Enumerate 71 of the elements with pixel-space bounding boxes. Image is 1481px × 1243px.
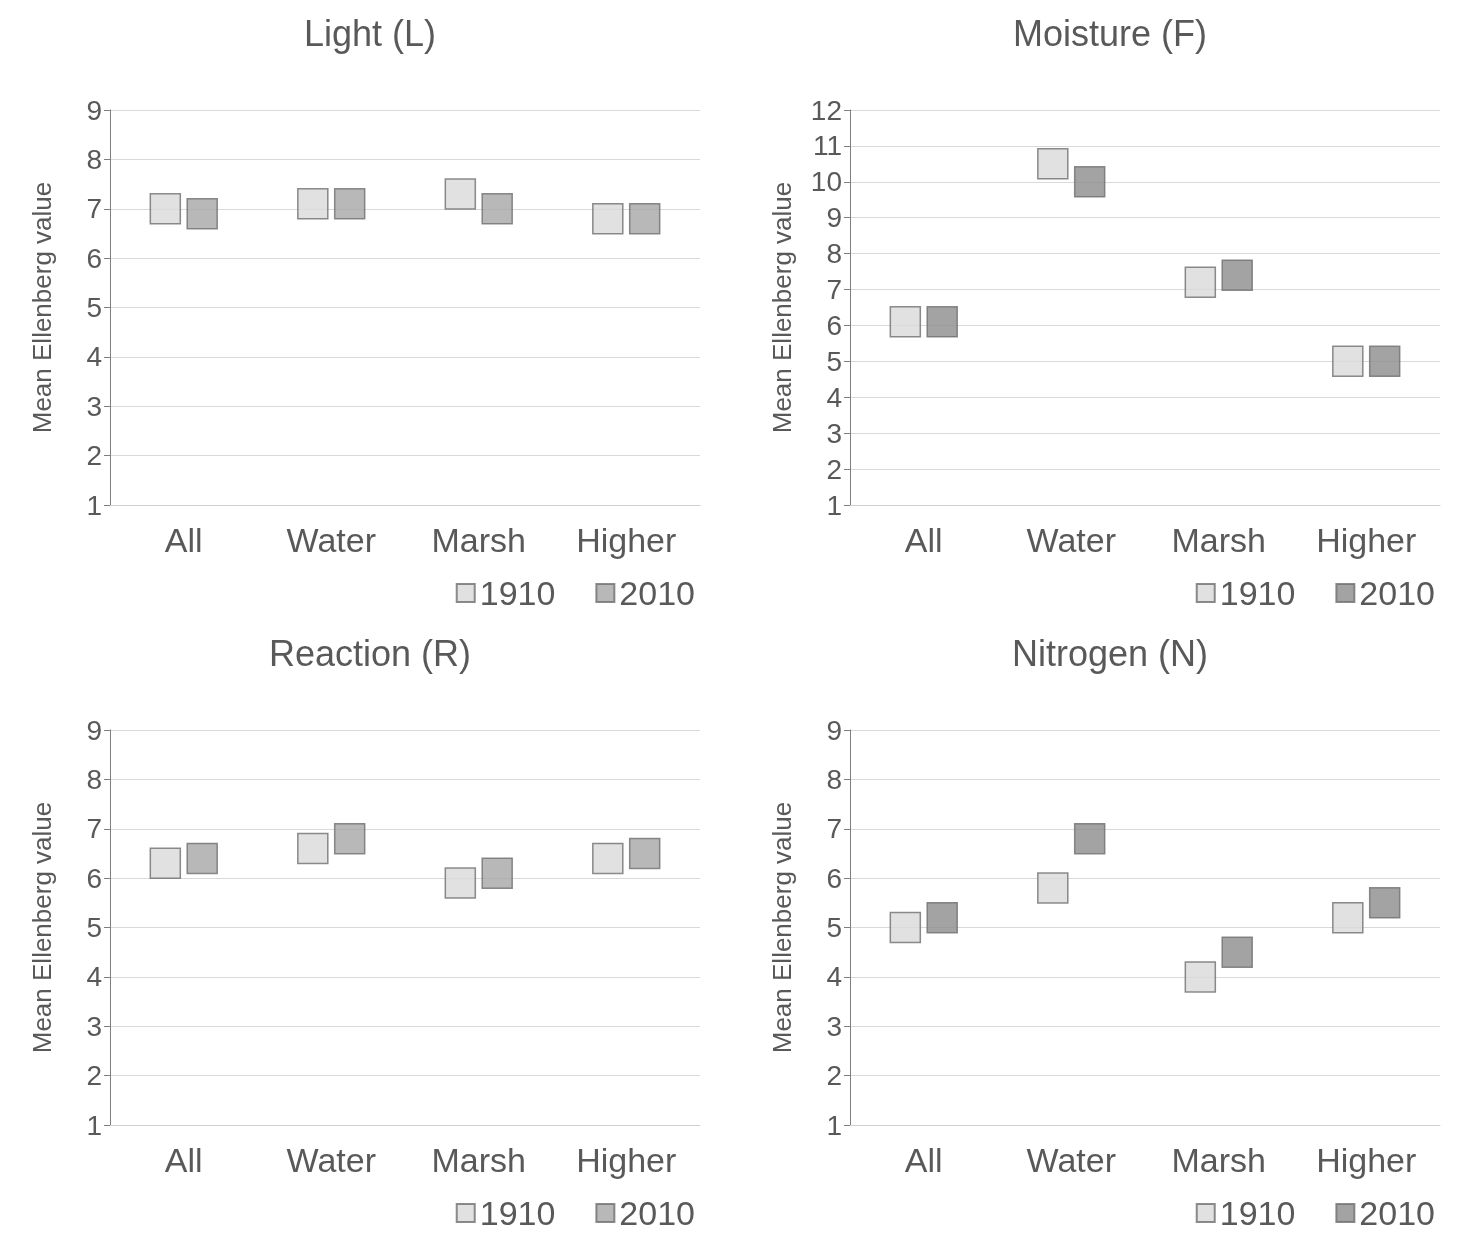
legend-label: 1910 — [479, 1194, 556, 1232]
y-tick-label: 7 — [826, 274, 842, 306]
y-axis-title: Mean Ellenberg value — [27, 801, 57, 1054]
x-tick-label: Higher — [576, 1141, 677, 1179]
y-tick-label: 6 — [826, 309, 842, 341]
y-tick-label: 8 — [86, 763, 102, 795]
x-tick-label: Higher — [576, 521, 677, 559]
x-tick-label: Water — [286, 521, 376, 559]
y-tick-label: 1 — [86, 1109, 102, 1141]
chart-title: Nitrogen (N) — [1011, 632, 1209, 674]
x-tick-label: Higher — [1316, 521, 1417, 559]
y-tick-label: 1 — [826, 489, 842, 521]
legend-label: 1910 — [479, 574, 556, 612]
y-tick-label: 4 — [86, 341, 102, 373]
y-tick-label: 2 — [826, 1060, 842, 1092]
y-tick-label: 1 — [826, 1109, 842, 1141]
y-tick-label: 2 — [826, 453, 842, 485]
y-tick-label: 1 — [86, 489, 102, 521]
x-tick-label: Water — [1026, 1141, 1116, 1179]
y-tick-label: 9 — [826, 202, 842, 234]
y-tick-label: 7 — [826, 813, 842, 845]
y-tick-label: 7 — [86, 193, 102, 225]
y-tick-label: 5 — [826, 912, 842, 943]
chart-title: Moisture (F) — [1012, 12, 1208, 54]
chart-title: Light (L) — [303, 12, 437, 54]
x-tick-label: All — [164, 1141, 203, 1179]
x-tick-label: All — [164, 521, 203, 559]
y-tick-label: 3 — [826, 417, 842, 449]
y-tick-label: 2 — [86, 1060, 102, 1092]
y-tick-label: 6 — [86, 862, 102, 894]
x-tick-label: Water — [286, 1141, 376, 1179]
y-tick-label: 5 — [86, 912, 102, 943]
y-tick-label: 5 — [86, 292, 102, 323]
y-tick-label: 8 — [826, 238, 842, 270]
legend-label: 2010 — [619, 1194, 695, 1232]
chart-title: Reaction (R) — [268, 632, 472, 674]
x-tick-label: All — [904, 1141, 943, 1179]
y-tick-label: 9 — [86, 94, 102, 126]
legend-label: 2010 — [1359, 1194, 1435, 1232]
x-tick-label: Marsh — [431, 521, 526, 559]
legend-label: 1910 — [1219, 1194, 1296, 1232]
y-tick-label: 2 — [86, 440, 102, 472]
y-tick-label: 3 — [86, 390, 102, 422]
x-tick-label: Higher — [1316, 1141, 1417, 1179]
x-tick-label: Marsh — [431, 1141, 526, 1179]
x-tick-label: Marsh — [1171, 1141, 1266, 1179]
legend-label: 2010 — [1359, 574, 1435, 612]
y-tick-label: 5 — [826, 345, 842, 377]
y-tick-label: 4 — [826, 961, 842, 993]
y-axis-title: Mean Ellenberg value — [767, 801, 797, 1054]
y-tick-label: 4 — [826, 381, 842, 413]
x-tick-label: Water — [1026, 521, 1116, 559]
y-tick-label: 8 — [86, 143, 102, 175]
y-tick-label: 9 — [86, 714, 102, 746]
x-tick-label: Marsh — [1171, 521, 1266, 559]
y-tick-label: 3 — [86, 1010, 102, 1042]
legend-label: 2010 — [619, 574, 695, 612]
x-tick-label: All — [904, 521, 943, 559]
y-tick-label: 6 — [826, 862, 842, 894]
y-tick-label: 6 — [86, 242, 102, 274]
y-axis-title: Mean Ellenberg value — [767, 181, 797, 434]
y-tick-label: 9 — [826, 714, 842, 746]
y-tick-label: 4 — [86, 961, 102, 993]
y-axis-title: Mean Ellenberg value — [27, 181, 57, 434]
y-tick-label: 10 — [810, 166, 842, 198]
legend-label: 1910 — [1219, 574, 1296, 612]
y-tick-label: 3 — [826, 1010, 842, 1042]
y-tick-label: 11 — [812, 130, 842, 162]
y-tick-label: 12 — [810, 94, 842, 126]
y-tick-label: 7 — [86, 813, 102, 845]
y-tick-label: 8 — [826, 763, 842, 795]
